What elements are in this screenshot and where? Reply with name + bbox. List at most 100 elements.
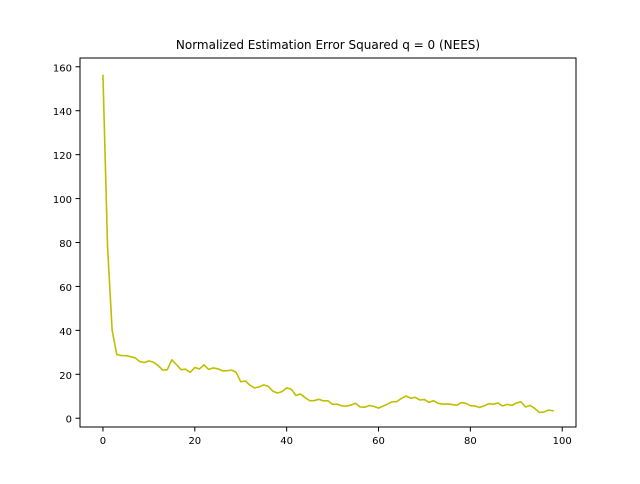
- data-point: [355, 402, 357, 404]
- data-point: [488, 403, 490, 405]
- data-point: [465, 402, 467, 404]
- data-point: [373, 406, 375, 408]
- data-point: [437, 402, 439, 404]
- data-point: [309, 400, 311, 402]
- data-point: [502, 405, 504, 407]
- data-point: [520, 401, 522, 403]
- data-point: [217, 368, 219, 370]
- data-point: [189, 372, 191, 374]
- data-point: [295, 395, 297, 397]
- x-tick-label: 20: [188, 436, 201, 447]
- data-point: [474, 405, 476, 407]
- data-point: [300, 393, 302, 395]
- data-point: [493, 403, 495, 405]
- data-point: [148, 360, 150, 362]
- data-point: [529, 405, 531, 407]
- data-point: [396, 401, 398, 403]
- data-point: [231, 369, 233, 371]
- data-point: [313, 400, 315, 402]
- y-tick-label: 120: [53, 151, 72, 162]
- data-point: [332, 404, 334, 406]
- data-point: [277, 392, 279, 394]
- data-point: [428, 402, 430, 404]
- data-point: [286, 387, 288, 389]
- data-point: [203, 364, 205, 366]
- data-point: [350, 404, 352, 406]
- data-point: [460, 402, 462, 404]
- data-point: [121, 355, 123, 357]
- data-point: [139, 361, 141, 363]
- data-point: [111, 330, 113, 332]
- y-tick-label: 40: [59, 327, 72, 338]
- data-point: [341, 405, 343, 407]
- data-point: [552, 410, 554, 412]
- data-point: [171, 359, 173, 361]
- data-point: [185, 368, 187, 370]
- data-point: [506, 404, 508, 406]
- data-point: [176, 364, 178, 366]
- y-tick-label: 60: [59, 283, 72, 294]
- data-point: [166, 369, 168, 371]
- data-point: [456, 404, 458, 406]
- data-point: [483, 405, 485, 407]
- data-point: [525, 406, 527, 408]
- data-point: [543, 411, 545, 413]
- plot-area: [102, 74, 554, 414]
- data-point: [222, 370, 224, 372]
- data-point: [548, 409, 550, 411]
- y-tick-label: 0: [66, 415, 72, 426]
- data-point: [346, 405, 348, 407]
- data-point: [359, 406, 361, 408]
- data-point: [323, 400, 325, 402]
- data-point: [249, 384, 251, 386]
- y-tick-label: 80: [59, 239, 72, 250]
- data-point: [263, 384, 265, 386]
- data-point: [538, 412, 540, 414]
- data-point: [226, 370, 228, 372]
- data-point: [392, 401, 394, 403]
- data-point: [382, 405, 384, 407]
- y-tick-label: 140: [53, 107, 72, 118]
- data-point: [318, 399, 320, 401]
- data-point: [378, 407, 380, 409]
- x-tick-label: 60: [372, 436, 385, 447]
- series-line-nees: [102, 74, 554, 414]
- data-point: [451, 404, 453, 406]
- data-point: [511, 405, 513, 407]
- x-tick-label: 0: [100, 436, 106, 447]
- data-point: [401, 398, 403, 400]
- data-point: [258, 386, 260, 388]
- data-point: [447, 403, 449, 405]
- data-point: [235, 372, 237, 374]
- data-point: [364, 406, 366, 408]
- data-point: [414, 397, 416, 399]
- x-tick-label: 80: [464, 436, 477, 447]
- x-tick-label: 40: [280, 436, 293, 447]
- data-point: [254, 387, 256, 389]
- y-tick-label: 100: [53, 195, 72, 206]
- data-point: [419, 399, 421, 401]
- data-point: [281, 391, 283, 393]
- data-point: [405, 395, 407, 397]
- data-point: [410, 397, 412, 399]
- data-point: [304, 397, 306, 399]
- data-point: [107, 246, 109, 248]
- data-point: [424, 399, 426, 401]
- data-point: [116, 354, 118, 356]
- data-point: [268, 386, 270, 388]
- y-tick-label: 160: [53, 63, 72, 74]
- data-point: [272, 390, 274, 392]
- data-point: [534, 408, 536, 410]
- data-point: [327, 400, 329, 402]
- data-point: [479, 407, 481, 409]
- data-point: [387, 403, 389, 405]
- data-point: [433, 400, 435, 402]
- data-point: [290, 388, 292, 390]
- data-point: [134, 357, 136, 359]
- chart-title: Normalized Estimation Error Squared q = …: [176, 38, 480, 52]
- data-point: [157, 365, 159, 367]
- data-point: [130, 356, 132, 358]
